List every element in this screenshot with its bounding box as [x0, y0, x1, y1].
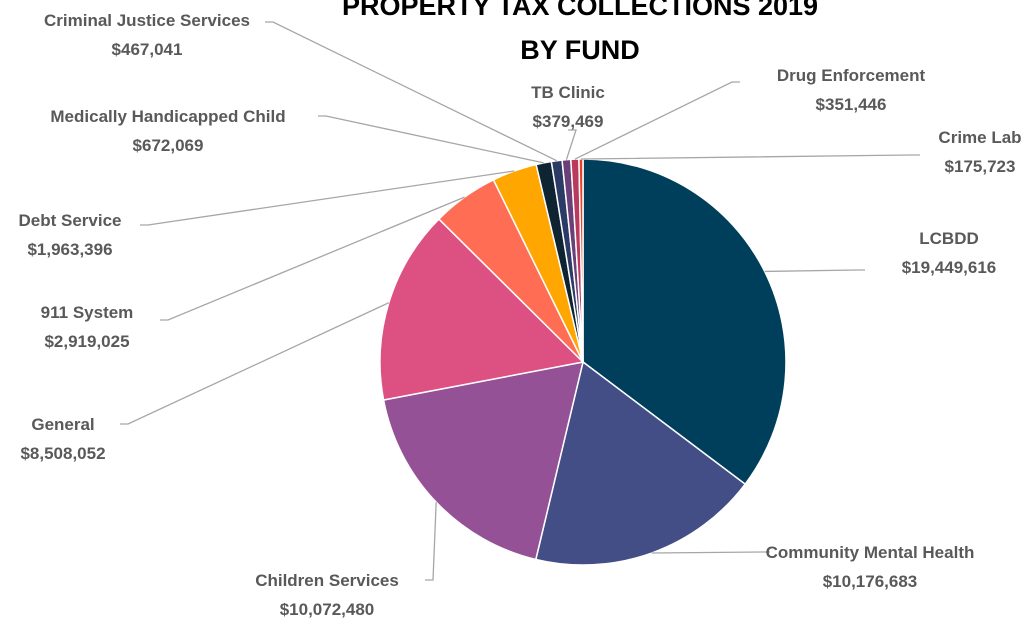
category-label: Community Mental Health [765, 543, 975, 562]
leader-line [425, 502, 437, 581]
data-label: TB Clinic $379,469 [508, 78, 628, 136]
category-label: Drug Enforcement [776, 66, 926, 85]
data-label: Crime Lab $175,723 [925, 123, 1030, 181]
value-label: $8,508,052 [20, 444, 106, 463]
pie-slice [379, 217, 585, 401]
data-label: General $8,508,052 [0, 410, 128, 468]
category-label: Children Services [255, 571, 399, 590]
leader-line [764, 269, 865, 273]
data-label: Community Mental Health $10,176,683 [760, 538, 980, 596]
value-label: $1,963,396 [27, 240, 113, 259]
value-label: $10,176,683 [822, 572, 918, 591]
category-label: LCBDD [919, 229, 979, 248]
leader-line [651, 551, 770, 554]
value-label: $672,069 [132, 136, 204, 155]
leader-line [580, 154, 920, 160]
leader-line [565, 129, 577, 160]
value-label: $379,469 [532, 112, 604, 131]
data-label: Children Services $10,072,480 [217, 566, 437, 624]
leader-line [574, 81, 740, 160]
category-label: General [31, 415, 95, 434]
category-label: Debt Service [18, 211, 122, 230]
category-label: 911 System [40, 303, 134, 322]
leader-line [120, 302, 390, 425]
leader-line [160, 196, 465, 321]
data-label: Medically Handicapped Child $672,069 [8, 102, 328, 160]
value-label: $19,449,616 [901, 258, 997, 277]
category-label: TB Clinic [531, 83, 605, 102]
chart-title: PROPERTY TAX COLLECTIONS 2019 BY FUND [341, 0, 819, 65]
leader-line [318, 115, 544, 164]
value-label: $10,072,480 [279, 600, 375, 619]
category-label: Medically Handicapped Child [50, 107, 286, 126]
data-label: 911 System $2,919,025 [22, 298, 152, 356]
category-label: Criminal Justice Services [43, 11, 250, 30]
value-label: $175,723 [944, 157, 1016, 176]
value-label: $351,446 [815, 95, 887, 114]
leader-line [140, 170, 515, 226]
data-label: Drug Enforcement $351,446 [736, 61, 966, 119]
leader-line [265, 21, 557, 162]
value-label: $2,919,025 [44, 332, 130, 351]
data-label: LCBDD $19,449,616 [869, 224, 1029, 282]
data-label: Criminal Justice Services $467,041 [17, 6, 277, 64]
category-label: Crime Lab [938, 128, 1022, 147]
data-label: Debt Service $1,963,396 [0, 206, 145, 264]
value-label: $467,041 [111, 40, 183, 59]
